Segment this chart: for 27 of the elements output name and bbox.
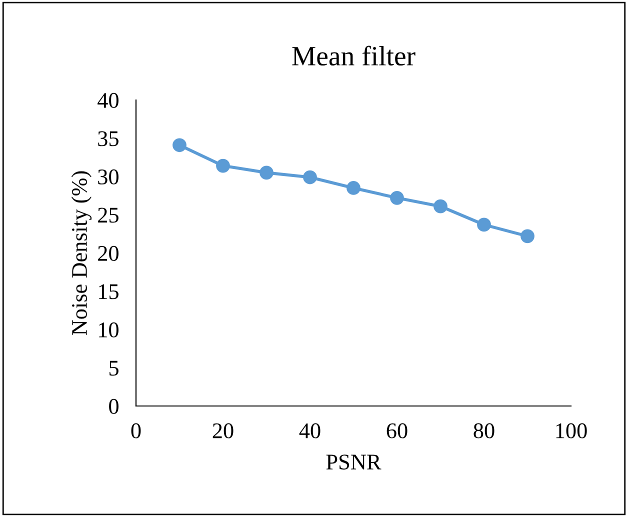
x-tick-label: 100: [556, 423, 587, 438]
y-tick-label: 0: [109, 398, 118, 414]
y-tick-label: 20: [98, 246, 118, 261]
y-tick-label: 15: [99, 284, 118, 300]
chart-title: Mean filter: [292, 46, 416, 66]
x-tick-label: 80: [474, 423, 494, 438]
point: [303, 170, 317, 184]
x-tick-label: 40: [299, 423, 320, 438]
y-tick-label: 25: [98, 208, 118, 223]
point: [520, 229, 534, 244]
point: [390, 190, 404, 205]
x-tick-label: 0: [131, 423, 141, 438]
x-tick-label: 20: [212, 423, 234, 438]
x-tick-label: 60: [386, 423, 408, 438]
y-tick-label: 10: [99, 322, 118, 338]
y-tick-label: 5: [110, 360, 118, 376]
point: [260, 166, 274, 180]
point: [172, 138, 186, 152]
y-tick-label: 30: [98, 169, 118, 184]
point: [346, 181, 360, 195]
y-tick-label: 40: [98, 92, 118, 108]
point: [434, 199, 448, 214]
y-axis-title: Noise Density (%): [71, 171, 92, 336]
x-axis-title: PSNR: [326, 454, 382, 470]
point: [477, 218, 491, 232]
y-tick-label: 35: [98, 131, 118, 146]
point: [216, 158, 230, 173]
